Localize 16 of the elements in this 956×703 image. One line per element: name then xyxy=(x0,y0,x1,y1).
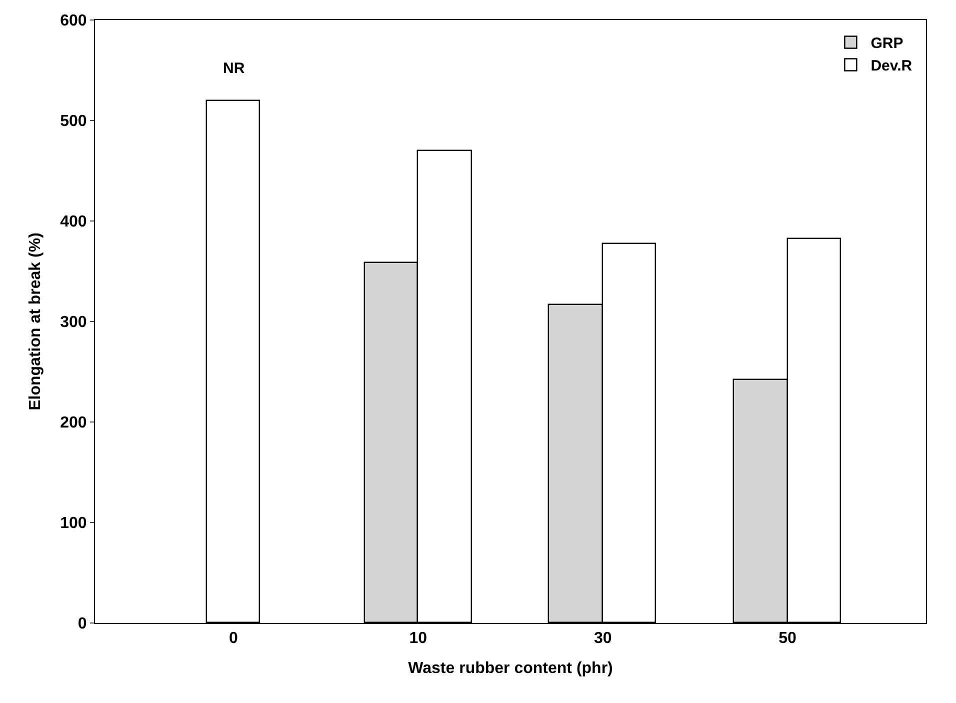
x-axis-title: Waste rubber content (phr) xyxy=(408,660,613,677)
legend-label: Dev.R xyxy=(870,58,912,75)
legend-label: GRP xyxy=(870,35,904,52)
x-tick-label: 0 xyxy=(229,630,238,648)
y-tick-label: 600 xyxy=(60,12,87,30)
y-axis-title: Elongation at break (%) xyxy=(26,232,44,410)
y-tick-label: 100 xyxy=(60,515,87,532)
x-tick-label: 50 xyxy=(778,630,796,648)
x-tick-label: 10 xyxy=(409,630,428,648)
y-tick-label: 0 xyxy=(78,616,87,633)
y-tick-label: 200 xyxy=(60,414,87,432)
y-tick-label: 500 xyxy=(60,113,87,130)
y-tick-label: 400 xyxy=(60,214,87,231)
y-tick-label: 300 xyxy=(60,314,87,332)
annotation: NR xyxy=(223,60,245,77)
x-tick-label: 30 xyxy=(594,630,612,648)
